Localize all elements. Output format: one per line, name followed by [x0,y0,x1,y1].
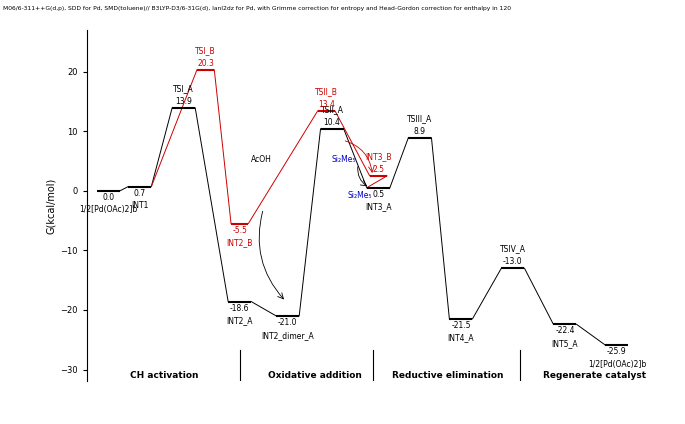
Text: TSIII_A: TSIII_A [408,114,432,123]
Text: -25.9: -25.9 [607,347,627,356]
Text: TSII_B: TSII_B [315,87,338,96]
Text: -5.5: -5.5 [232,226,247,234]
Text: TSI_B: TSI_B [195,46,216,55]
Text: INT3_B: INT3_B [365,152,392,161]
Text: -13.0: -13.0 [503,257,523,266]
Text: INT5_A: INT5_A [551,339,578,348]
Text: -21.5: -21.5 [451,321,471,330]
Text: 13.9: 13.9 [175,97,192,106]
Text: 2.5: 2.5 [373,165,384,174]
Text: -18.6: -18.6 [230,304,249,312]
Text: Oxidative addition: Oxidative addition [268,371,362,379]
Text: INT4_A: INT4_A [447,334,474,343]
Text: 1/2[Pd(OAc)2]b: 1/2[Pd(OAc)2]b [79,206,138,215]
Text: INT2_B: INT2_B [227,238,253,247]
Text: -22.4: -22.4 [555,326,575,335]
Y-axis label: G(kcal/mol): G(kcal/mol) [46,178,55,234]
Text: 0.0: 0.0 [103,193,114,202]
Text: 1/2[Pd(OAc)2]b: 1/2[Pd(OAc)2]b [588,360,646,369]
Text: 0.7: 0.7 [134,189,146,198]
Text: INT2_dimer_A: INT2_dimer_A [261,331,314,340]
Text: Si₂Me₅: Si₂Me₅ [347,191,372,200]
Text: TSI_A: TSI_A [173,84,194,93]
Text: 13.4: 13.4 [318,100,335,109]
Text: 0.5: 0.5 [372,190,384,199]
Text: 20.3: 20.3 [197,59,214,68]
Text: Si₂Me₅: Si₂Me₅ [332,155,356,164]
Text: -21.0: -21.0 [278,318,297,327]
Text: INT3_A: INT3_A [365,203,392,212]
Text: 10.4: 10.4 [324,118,340,127]
Text: TSII_A: TSII_A [321,105,344,114]
Text: M06/6-311++G(d,p), SDD for Pd, SMD(toluene)// B3LYP-D3/6-31G(d), lanl2dz for Pd,: M06/6-311++G(d,p), SDD for Pd, SMD(tolue… [3,6,512,11]
Text: AcOH: AcOH [251,155,271,164]
Text: 8.9: 8.9 [414,127,426,136]
Text: Regenerate catalyst: Regenerate catalyst [543,371,647,379]
Text: Reductive elimination: Reductive elimination [392,371,503,379]
Text: INT2_A: INT2_A [227,316,253,325]
Text: INT1: INT1 [131,201,149,210]
Text: TSIV_A: TSIV_A [500,245,526,254]
Text: CH activation: CH activation [130,371,199,379]
